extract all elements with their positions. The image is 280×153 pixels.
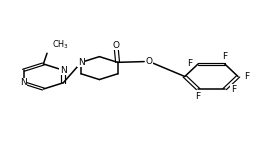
Text: N: N [60,66,67,75]
Text: N: N [20,78,27,87]
Text: F: F [231,85,236,94]
Text: CH$_3$: CH$_3$ [52,39,69,51]
Text: F: F [244,72,249,81]
Text: O: O [146,57,153,66]
Text: F: F [222,52,227,61]
Text: F: F [195,92,201,101]
Text: N: N [78,58,85,67]
Text: F: F [187,59,192,68]
Text: O: O [113,41,120,50]
